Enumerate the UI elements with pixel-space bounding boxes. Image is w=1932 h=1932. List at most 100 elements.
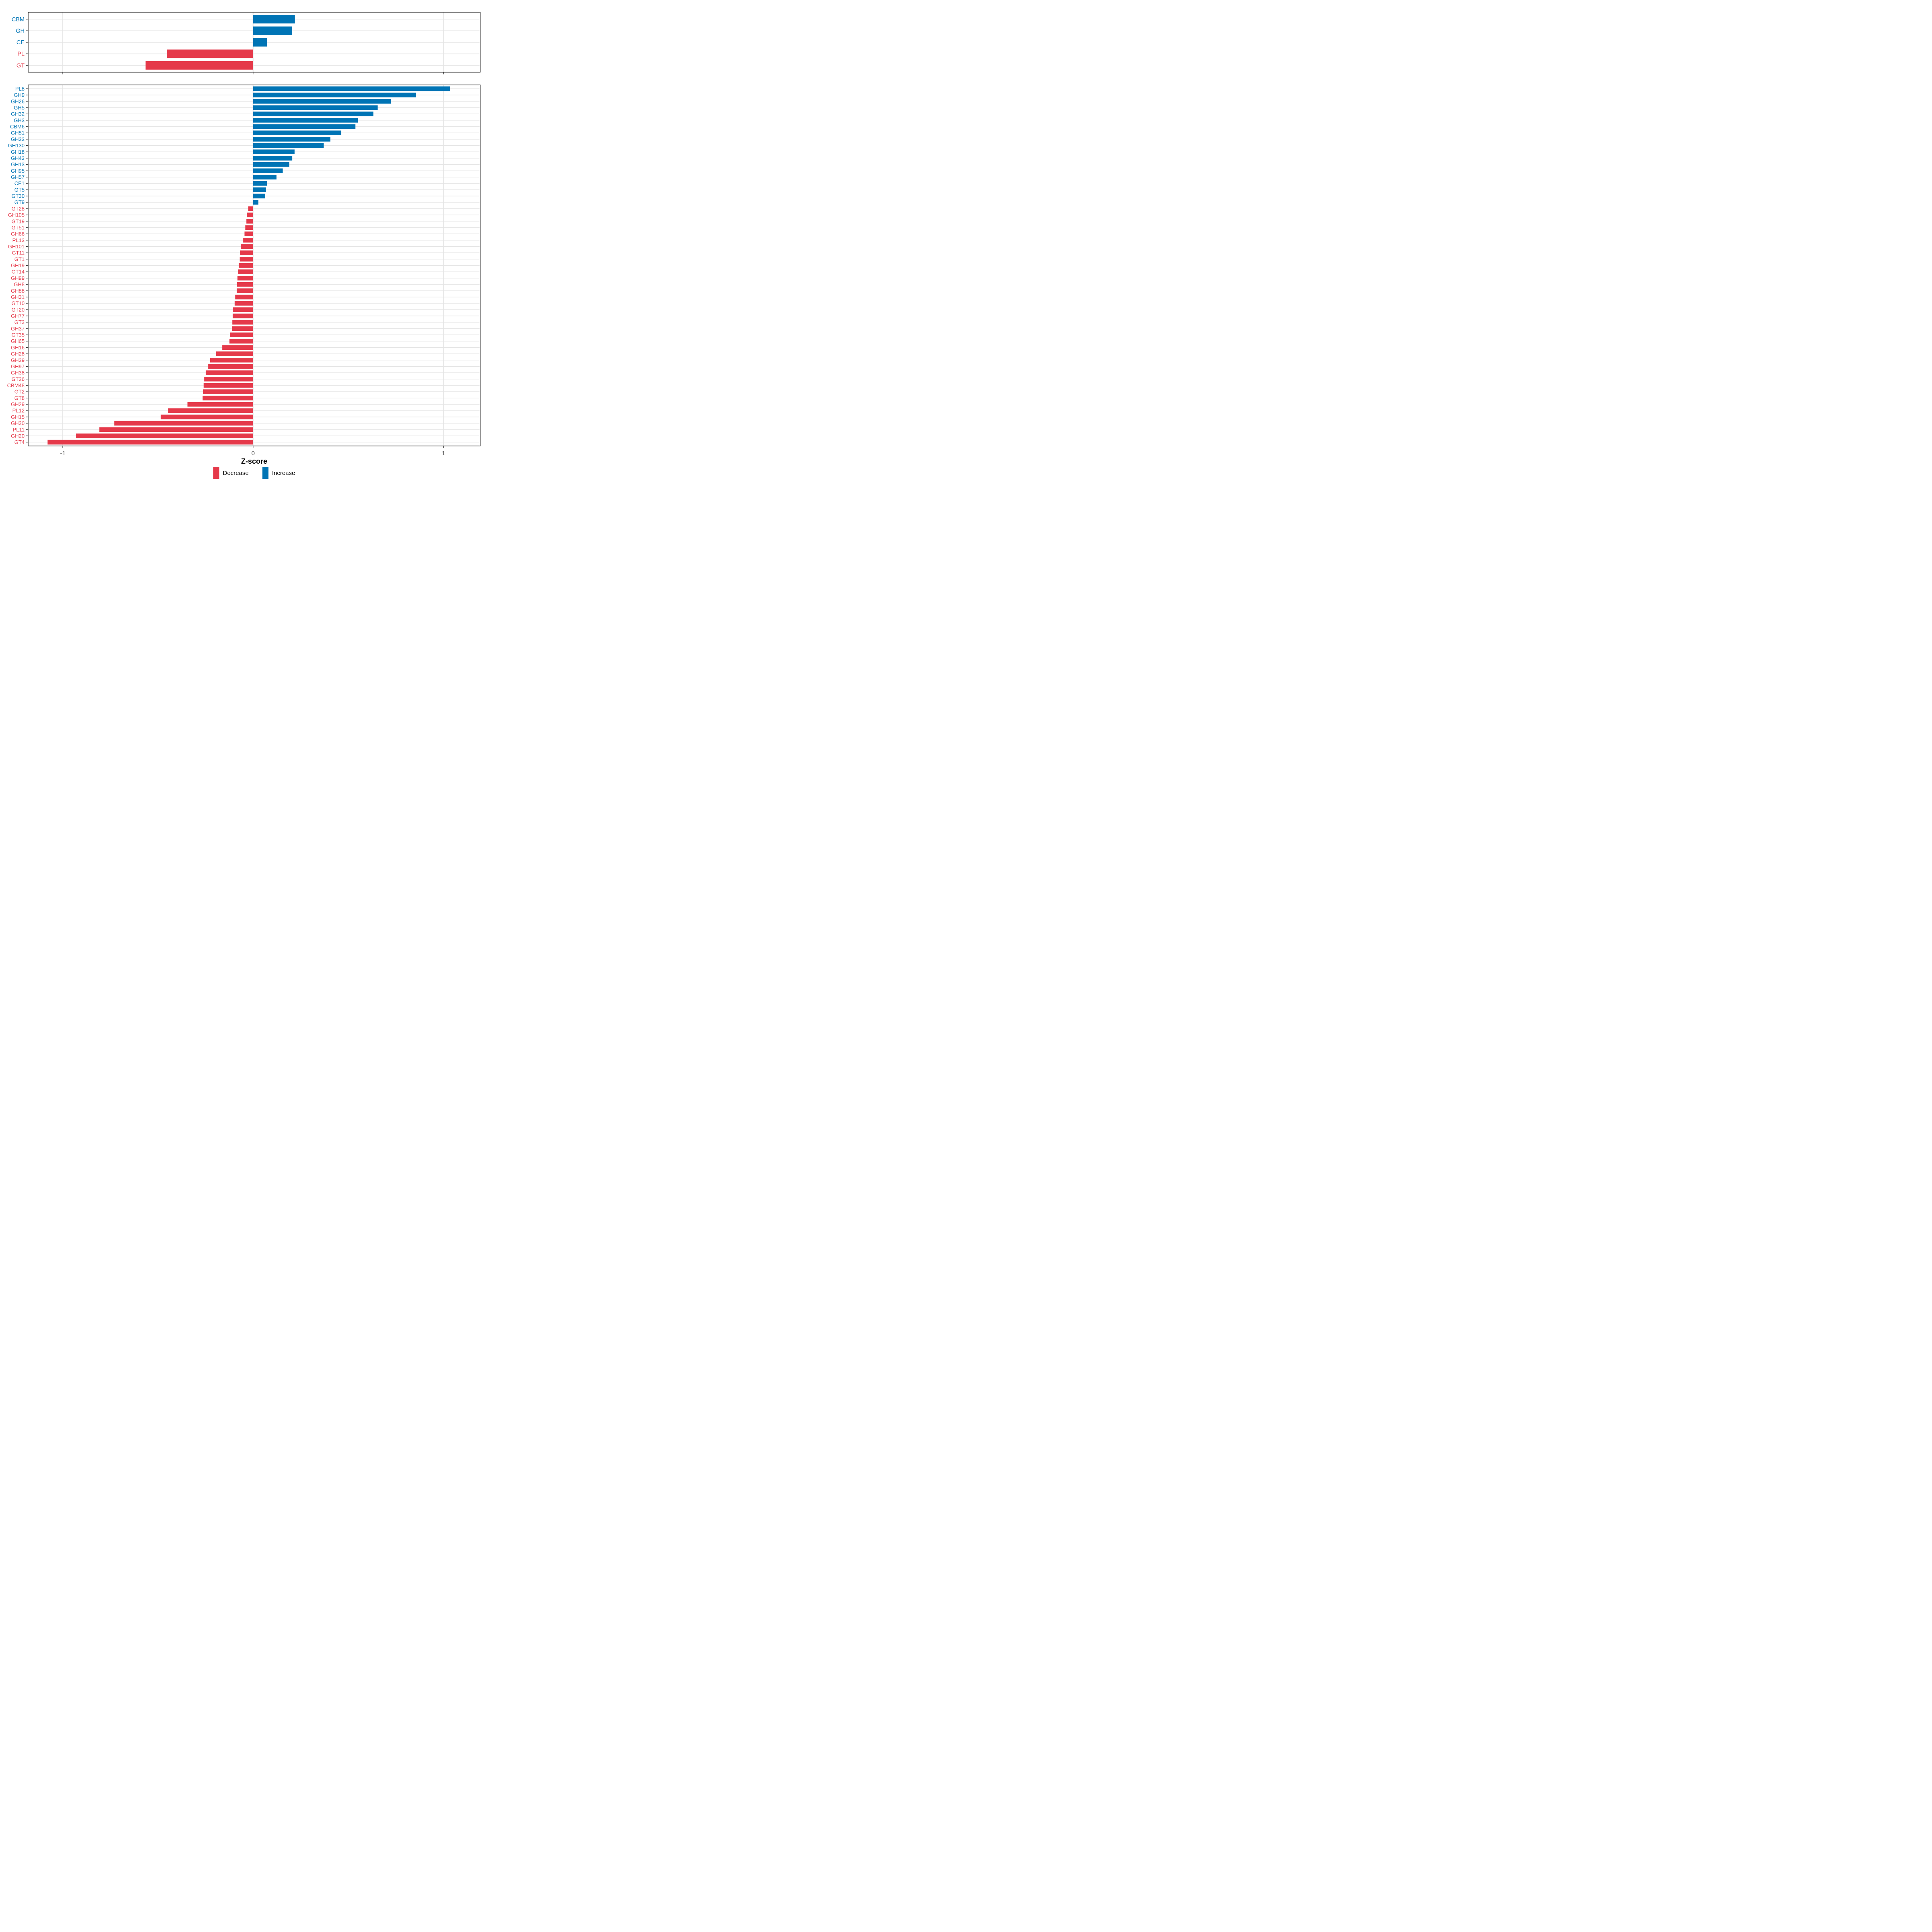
bar-GH65 [229,339,253,344]
bar-GT4 [47,440,253,445]
bar-GH33 [253,137,330,142]
bar-GH31 [235,295,253,299]
y-label-GH39: GH39 [11,357,25,363]
bar-GT10 [234,301,253,306]
y-label-GH105: GH105 [8,212,25,218]
y-label-GT51: GT51 [11,225,25,231]
y-label-GT1: GT1 [14,256,25,262]
y-label-GT2: GT2 [14,389,25,395]
y-label-GH: GH [16,28,25,34]
bar-GT51 [245,225,253,230]
bar-GH [253,26,292,35]
bar-GT30 [253,194,266,198]
bar-CE [253,38,267,47]
bar-GH39 [210,357,253,363]
panel-border-family-detail [28,85,481,446]
y-label-CBM48: CBM48 [7,382,25,388]
decrease-color-swatch [213,467,219,479]
y-label-CE: CE [17,39,25,46]
y-label-GT5: GT5 [14,187,25,193]
bar-GH51 [253,130,341,135]
bar-CBM [253,15,295,24]
bar-GT26 [204,376,253,382]
bar-GT14 [237,269,253,274]
y-label-GT26: GT26 [11,376,25,382]
y-label-GH32: GH32 [11,111,25,117]
bar-GT9 [253,200,258,205]
x-tick-label-1: 1 [442,450,445,457]
y-label-GH28: GH28 [11,351,25,357]
bar-GT8 [202,396,253,400]
bar-GH43 [253,156,293,161]
y-label-GH29: GH29 [11,401,25,407]
y-label-GH51: GH51 [11,130,25,136]
increase-color-swatch [262,467,268,479]
bar-GH19 [239,263,253,268]
bar-GT19 [246,219,253,224]
y-label-PL: PL [17,51,25,58]
bar-GH8 [237,282,253,287]
y-label-GH65: GH65 [11,338,25,344]
y-label-GH88: GH88 [11,288,25,294]
x-tick-label-0: 0 [252,450,255,457]
bar-GH29 [187,402,253,407]
y-label-GT19: GT19 [11,218,25,224]
bar-PL8 [253,86,450,91]
y-label-GH20: GH20 [11,433,25,439]
legend-label-decrease: Decrease [223,469,249,477]
y-label-GH38: GH38 [11,370,25,376]
y-label-PL8: PL8 [15,86,25,92]
bar-PL11 [99,427,253,432]
y-label-GH99: GH99 [11,275,25,281]
y-label-GH30: GH30 [11,420,25,426]
legend-label-increase: Increase [272,469,295,477]
bar-CE1 [253,181,267,186]
y-label-GT10: GT10 [11,300,25,306]
legend-item-decrease: Decrease [213,467,249,479]
bar-GH15 [161,415,253,419]
bar-GH66 [244,231,253,236]
bar-CBM48 [203,383,253,388]
y-label-GH31: GH31 [11,294,25,300]
x-axis-title: Z-score [241,457,268,465]
bar-GH26 [253,99,391,104]
bar-GH95 [253,168,283,173]
y-label-GT28: GT28 [11,206,25,212]
y-label-GH66: GH66 [11,231,25,237]
bar-GH77 [233,314,253,318]
bar-GH99 [237,276,253,281]
legend-item-increase: Increase [262,467,295,479]
bar-GH20 [76,433,253,438]
y-label-GH26: GH26 [11,98,25,104]
bar-PL13 [243,237,253,243]
y-label-GH101: GH101 [8,244,25,250]
panel-border-class-summary [28,12,481,73]
bar-GH5 [253,105,378,110]
bar-GT35 [230,332,253,337]
y-label-GT8: GT8 [14,395,25,401]
bar-GH57 [253,175,277,180]
y-label-GH15: GH15 [11,414,25,420]
y-label-GH13: GH13 [11,161,25,167]
y-label-GH77: GH77 [11,313,25,319]
bar-GH9 [253,93,416,97]
bar-GH88 [237,288,253,293]
legend: Decrease Increase [28,467,480,479]
bar-GT28 [248,206,253,211]
y-label-GT9: GT9 [14,199,25,205]
y-label-CBM: CBM [12,17,25,23]
bar-GT [145,61,253,70]
bar-GT20 [233,307,253,312]
bar-GH16 [222,345,253,350]
y-label-PL12: PL12 [12,408,25,414]
y-label-GH19: GH19 [11,262,25,268]
bar-GT11 [240,250,253,255]
y-label-GH57: GH57 [11,174,25,180]
y-label-GH95: GH95 [11,168,25,174]
y-label-GT4: GT4 [14,439,25,445]
x-tick-label--1: -1 [60,450,65,457]
y-label-GH130: GH130 [8,142,25,149]
y-label-PL11: PL11 [13,427,25,433]
bar-GH37 [232,326,253,331]
bar-PL12 [167,408,253,413]
